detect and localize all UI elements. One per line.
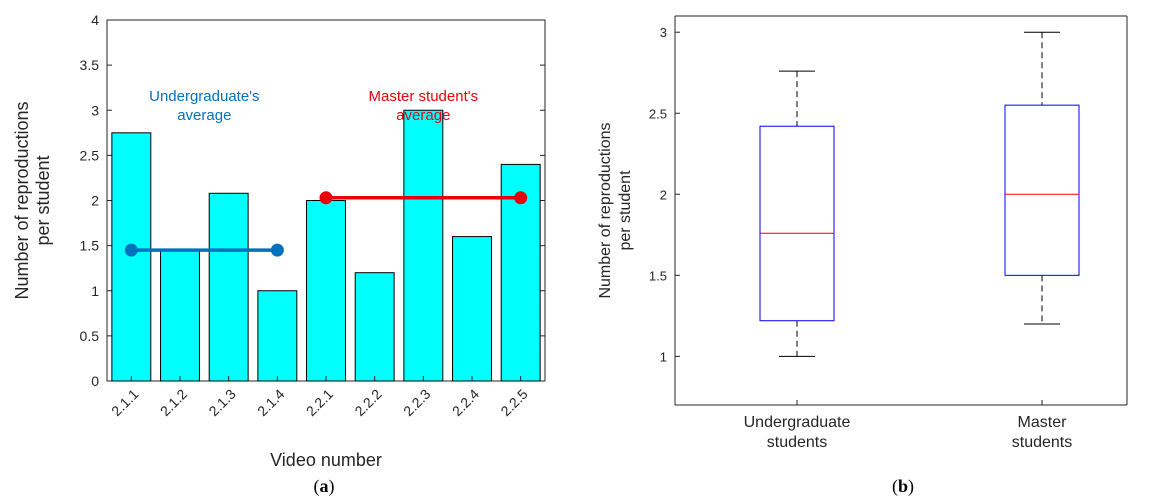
average-marker-end-1 [514, 191, 528, 205]
y-tick-label: 3 [660, 25, 667, 40]
panel-label-paren: ) [329, 476, 335, 497]
y-tick-label: 3.5 [80, 57, 100, 73]
average-annotation: Undergraduate's [149, 88, 259, 105]
x-tick-label: 2.1.2 [157, 386, 190, 419]
x-tick-label: Undergraduate [744, 414, 851, 431]
panel-b: 1 1.5 2 2.5 3 Undergraduate students Master stud… [597, 15, 1128, 497]
y-tick-label: 2.5 [80, 147, 100, 163]
y-tick-label: 3 [91, 102, 99, 118]
panel-label-paren: ( [314, 476, 320, 497]
x-tick-label: 2.1.1 [108, 386, 141, 419]
box [1004, 104, 1080, 276]
panel-a: 0 0.5 1 1.5 2 2.5 3 3.5 4 2.1.1 2.1.2 2.1.3 2.1.4 2.2… [12, 12, 546, 497]
y-axis-title-line2: per student [617, 170, 634, 251]
x-tick-label: 2.2.4 [449, 386, 482, 419]
y-tick-label: 1.5 [649, 268, 667, 283]
x-tick-label: 2.2.3 [400, 386, 433, 419]
x-tick-label: 2.2.2 [351, 386, 384, 419]
y-axis-title-line1: Number of reproductions [597, 122, 614, 298]
y-tick-label: 2 [660, 187, 667, 202]
y-tick-label: 1.5 [80, 238, 100, 254]
average-annotation: Master student's [369, 88, 479, 105]
bar-2.2.2 [354, 272, 395, 382]
y-tick-label: 0 [91, 373, 99, 389]
x-tick-label: students [1012, 434, 1072, 451]
panel-label-a: (a) [314, 476, 335, 497]
average-annotation: average [396, 107, 450, 124]
bar-2.1.3 [208, 192, 249, 382]
y-tick-label: 2 [91, 193, 99, 209]
bar-2.1.1 [111, 132, 152, 382]
bar-2.1.2 [160, 249, 200, 382]
panel-label-b: (b) [892, 476, 914, 497]
box [759, 125, 835, 322]
bar-2.2.1 [306, 200, 346, 382]
y-tick-label: 1 [660, 349, 667, 364]
x-tick-label: 2.1.4 [254, 386, 287, 419]
panel-label-paren: ( [892, 476, 898, 497]
average-marker-start-1 [319, 191, 333, 205]
average-marker-start-0 [124, 243, 138, 257]
bar-2.2.3 [403, 109, 444, 382]
y-axis-title-line1: Number of reproductions [12, 101, 32, 299]
bar-2.1.4 [257, 290, 298, 382]
panel-label-letter: b [898, 476, 908, 496]
average-marker-end-0 [270, 243, 284, 257]
y-axis-title-line2: per student [33, 155, 53, 245]
y-tick-label: 1 [91, 283, 99, 299]
x-tick-label: 2.2.1 [303, 386, 336, 419]
panel-label-paren: ) [908, 476, 914, 497]
y-tick-label: 0.5 [80, 328, 100, 344]
x-tick-label: 2.2.5 [497, 386, 530, 419]
panel-label-letter: a [320, 476, 329, 496]
bar-2.2.4 [452, 236, 492, 382]
y-tick-label: 2.5 [649, 106, 667, 121]
x-tick-label: 2.1.3 [205, 386, 238, 419]
x-axis-title: Video number [270, 450, 382, 470]
average-annotation: average [177, 107, 231, 124]
y-tick-label: 4 [91, 12, 99, 28]
x-tick-label: Master [1018, 414, 1068, 431]
x-tick-label: students [767, 434, 827, 451]
